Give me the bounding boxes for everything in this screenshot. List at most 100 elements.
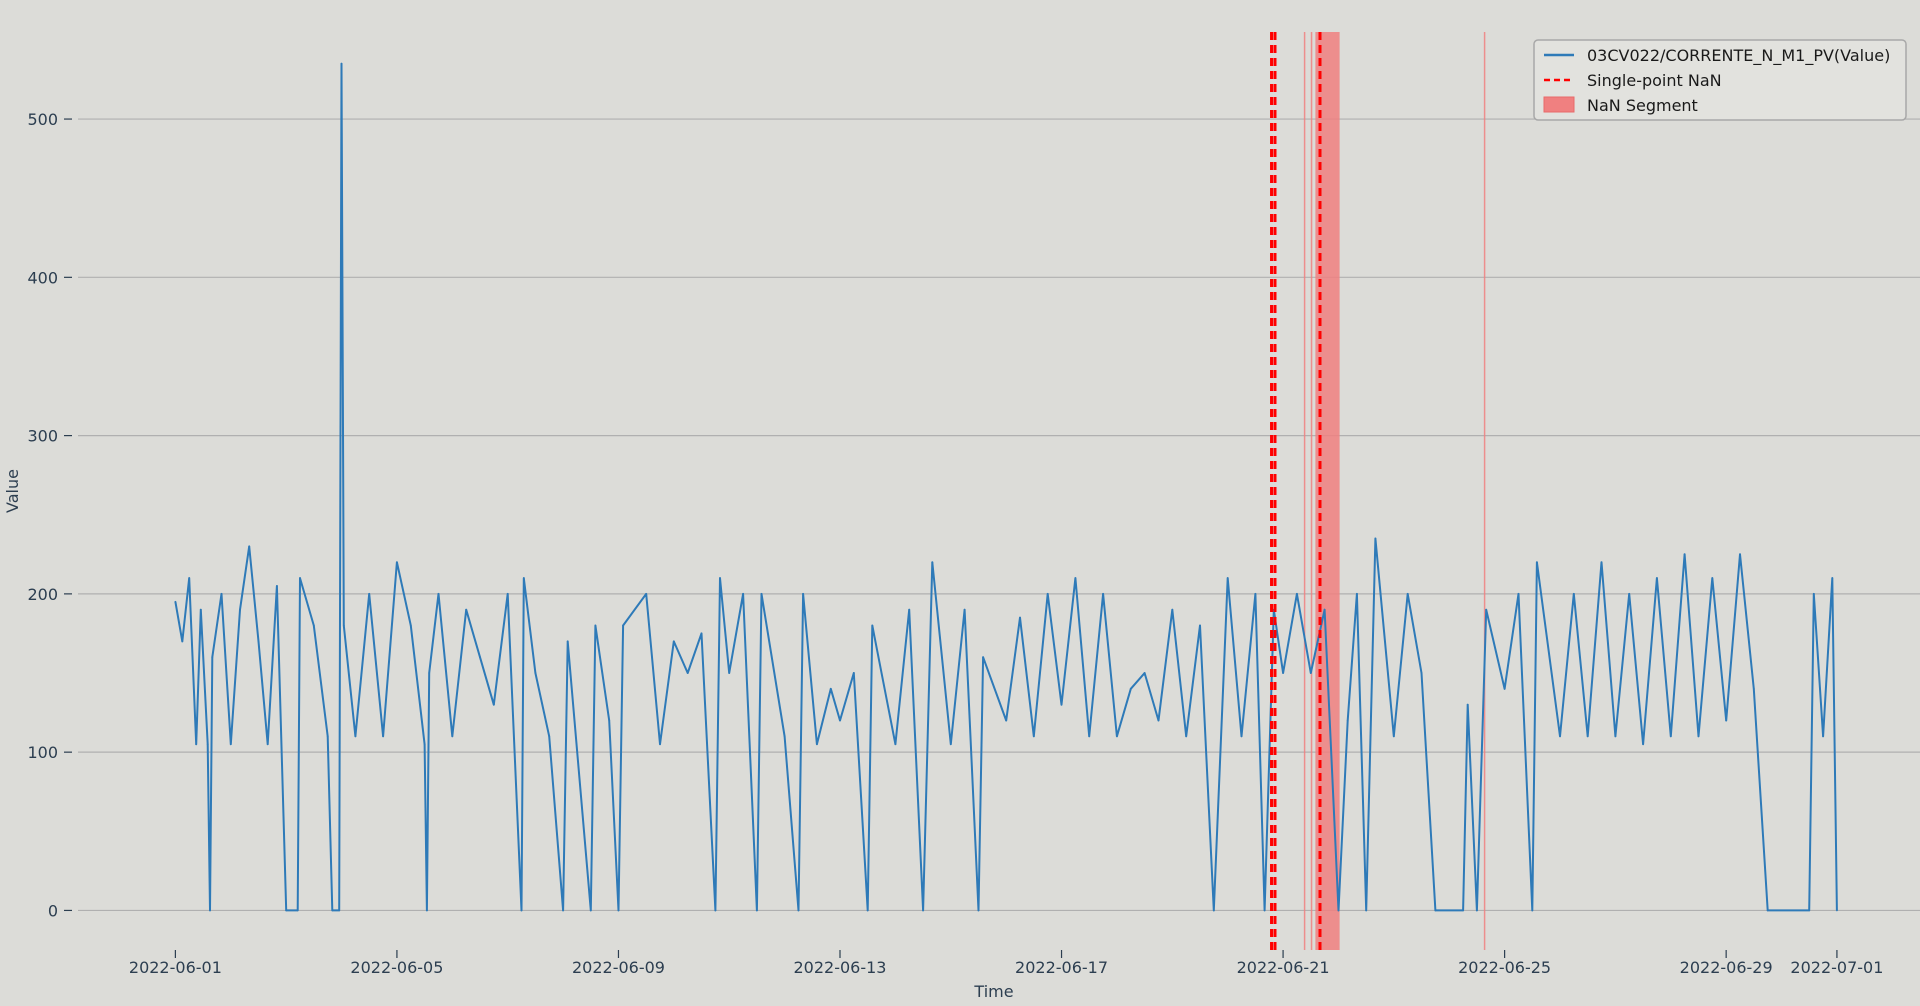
series-point	[931, 561, 934, 564]
series-point	[594, 624, 597, 627]
series-point	[1356, 592, 1358, 595]
series-point	[756, 909, 758, 912]
series-point	[1831, 577, 1834, 579]
series-point	[1337, 909, 1340, 912]
series-point	[1462, 909, 1464, 912]
series-point	[248, 545, 251, 548]
series-point	[1157, 719, 1160, 722]
series-point	[342, 624, 345, 627]
series-point	[1600, 561, 1603, 564]
y-tick-label-300: 300	[27, 427, 58, 446]
series-point	[437, 592, 440, 595]
series-point	[368, 592, 371, 595]
series-point	[714, 909, 717, 912]
series-point	[451, 735, 454, 738]
series-point	[1766, 909, 1769, 912]
x-tick-label-2022-06-05: 2022-06-05	[350, 958, 443, 977]
series-point	[1711, 577, 1714, 579]
series-point	[977, 909, 980, 912]
series-point	[659, 743, 661, 746]
series-point	[354, 735, 357, 738]
series-point	[1143, 672, 1146, 674]
series-point	[426, 909, 428, 912]
series-point	[871, 624, 874, 627]
legend-swatch-nan-segment	[1543, 96, 1575, 113]
series-point	[506, 592, 509, 595]
series-point	[1171, 608, 1174, 611]
y-tick-label-200: 200	[27, 585, 58, 604]
series-lines	[174, 62, 1838, 912]
series-line-corrente	[174, 62, 1838, 912]
series-point	[312, 624, 315, 627]
series-point	[1263, 909, 1266, 912]
series-point	[188, 577, 191, 579]
series-point	[520, 909, 523, 912]
x-tick-label-2022-06-13: 2022-06-13	[794, 958, 887, 977]
series-point	[1420, 672, 1423, 674]
series-point	[760, 592, 763, 595]
series-point	[209, 909, 211, 912]
series-point	[816, 743, 818, 746]
series-point	[802, 592, 804, 595]
series-point	[211, 656, 214, 659]
series-point	[783, 735, 786, 738]
y-tick-label-400: 400	[27, 268, 58, 287]
series-point	[1185, 735, 1188, 738]
x-tick-label-2022-06-21: 2022-06-21	[1237, 958, 1330, 977]
series-point	[797, 909, 800, 912]
series-point	[1282, 672, 1284, 674]
series-point	[1199, 624, 1201, 627]
series-point	[492, 703, 495, 706]
legend-entry-nan-segment: NaN Segment	[1587, 96, 1698, 115]
series-point	[326, 735, 329, 738]
legend-entry-series: 03CV022/CORRENTE_N_M1_PV(Value)	[1587, 46, 1890, 66]
series-point	[534, 672, 537, 674]
series-point	[296, 909, 299, 912]
series-point	[1005, 719, 1008, 722]
series-point	[195, 743, 198, 746]
x-tick-label-2022-06-17: 2022-06-17	[1015, 958, 1108, 977]
series-point	[1697, 735, 1700, 738]
x-axis-ticks: 2022-06-01 2022-06-05 2022-06-09 2022-06-13…	[129, 950, 1883, 977]
series-point	[239, 608, 241, 611]
series-point	[206, 743, 209, 746]
series-point	[949, 743, 952, 746]
series-point	[1240, 735, 1243, 738]
series-point	[1531, 909, 1534, 912]
series-point	[700, 632, 703, 635]
series-point	[1812, 592, 1815, 595]
x-axis-label: Time	[973, 982, 1013, 1001]
series-point	[1074, 577, 1077, 579]
series-point	[1739, 553, 1741, 556]
series-point	[1752, 687, 1755, 690]
series-point	[276, 585, 278, 587]
series-point	[1614, 735, 1617, 738]
legend-entry-single-point-nan: Single-point NaN	[1587, 71, 1722, 90]
series-point	[1628, 592, 1631, 595]
series-point	[1060, 703, 1063, 706]
nan-segment-band	[1483, 32, 1486, 950]
x-tick-label-2022-06-25: 2022-06-25	[1458, 958, 1551, 977]
series-point	[1822, 735, 1824, 738]
nan-segment-band	[1310, 32, 1313, 950]
series-point	[839, 719, 841, 722]
nan-segment-band	[1303, 32, 1306, 950]
series-point	[589, 909, 592, 912]
x-tick-label-2022-07-01: 2022-07-01	[1790, 958, 1883, 977]
series-point	[1226, 577, 1229, 579]
series-point	[1517, 592, 1520, 595]
series-point	[1836, 909, 1838, 912]
series-point	[617, 909, 620, 912]
series-point	[1808, 909, 1811, 912]
series-point	[1346, 719, 1349, 722]
series-point	[1102, 592, 1104, 595]
series-point	[1019, 616, 1021, 619]
series-point	[1212, 909, 1215, 912]
grid-lines	[78, 118, 1920, 912]
series-point	[409, 624, 412, 627]
series-point	[340, 62, 343, 65]
series-point	[1683, 553, 1686, 556]
series-point	[963, 608, 966, 611]
series-point	[1296, 592, 1298, 595]
